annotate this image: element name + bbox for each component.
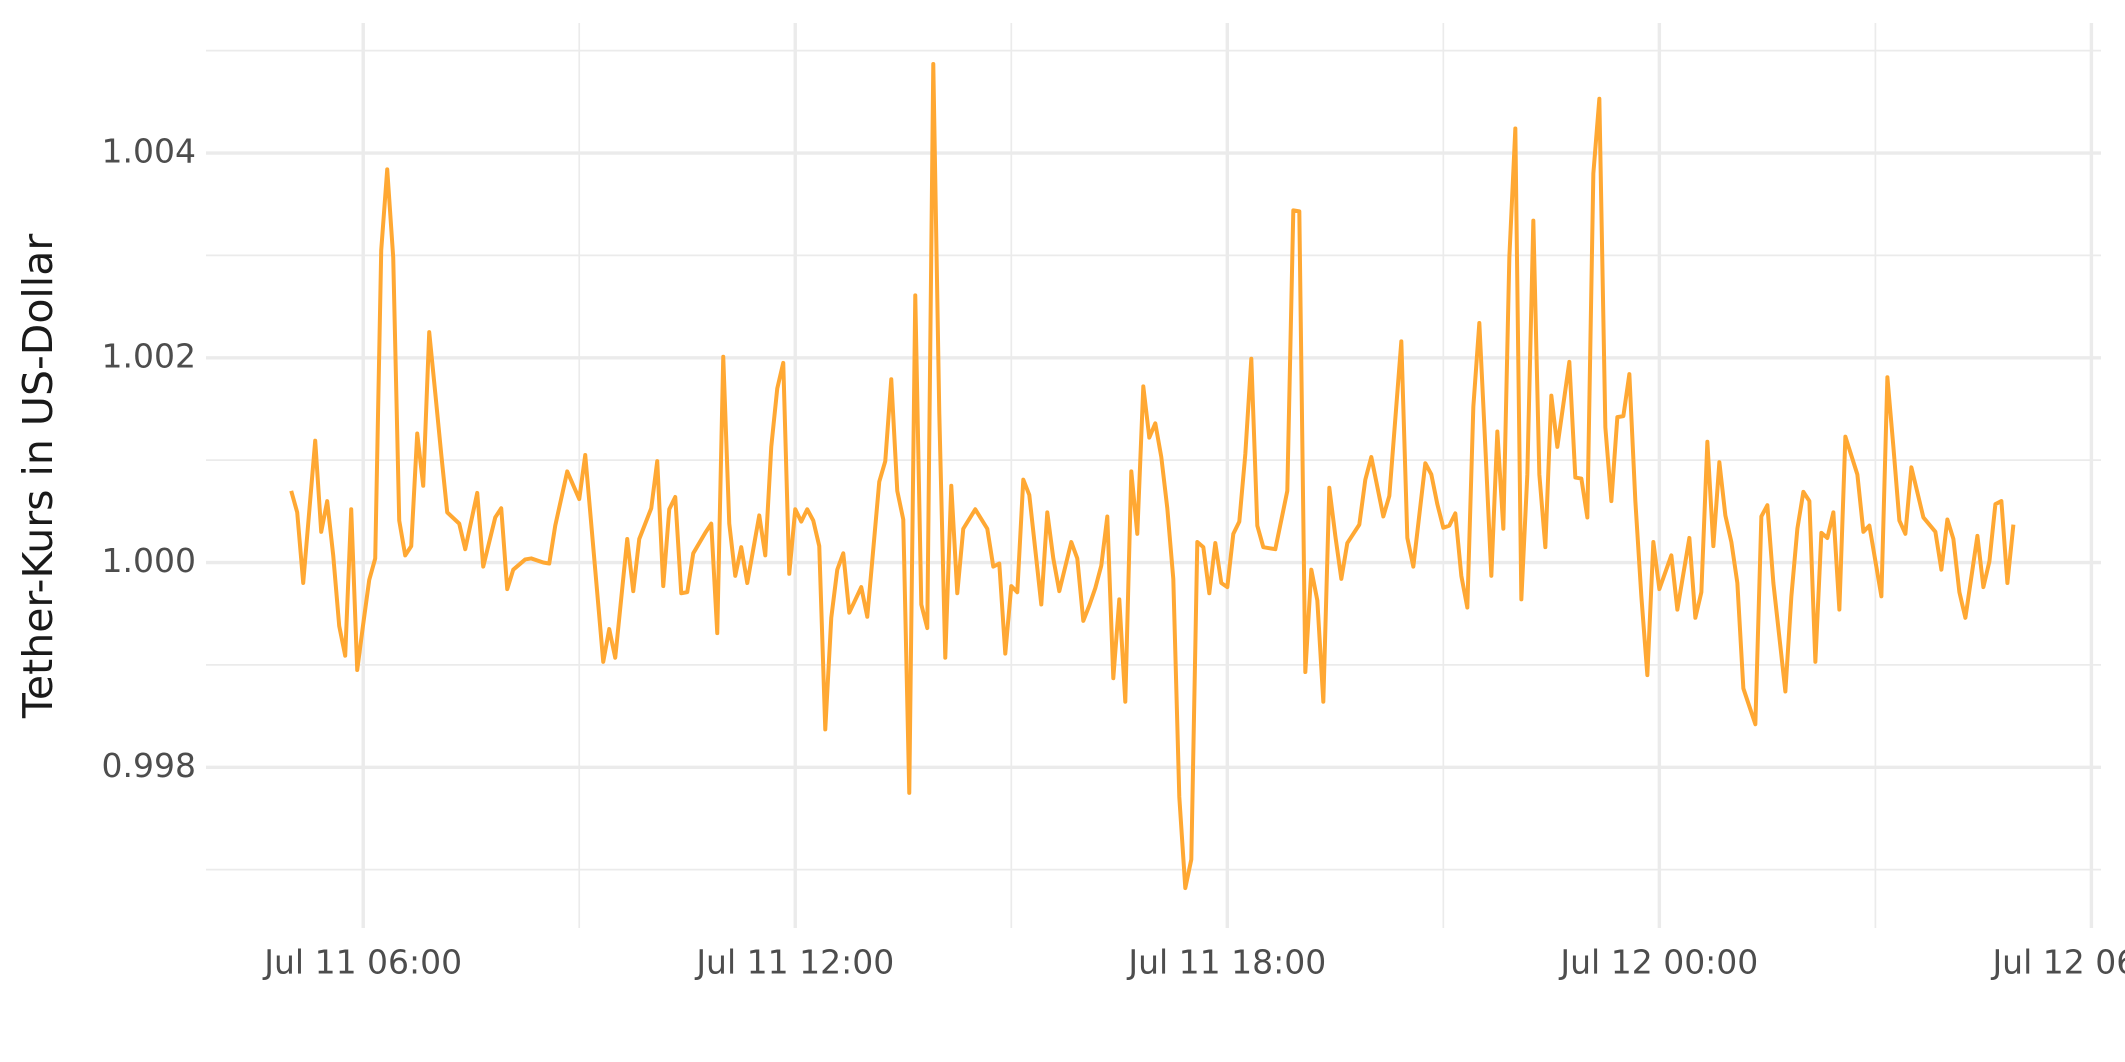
x-tick-label: Jul 11 06:00 (262, 943, 462, 982)
y-tick-label: 1.004 (102, 132, 196, 171)
x-tick-label: Jul 11 12:00 (694, 943, 894, 982)
x-tick-label: Jul 11 18:00 (1126, 943, 1326, 982)
x-tick-label: Jul 12 00:00 (1558, 943, 1758, 982)
y-axis-title: Tether-Kurs in US-Dollar (14, 234, 62, 719)
grid (206, 23, 2101, 928)
line-series (289, 61, 2016, 891)
y-tick-label: 0.998 (102, 746, 196, 785)
y-tick-label: 1.002 (102, 336, 196, 375)
x-tick-label: Jul 12 06:00 (1990, 943, 2125, 982)
y-tick-label: 1.000 (102, 541, 196, 580)
